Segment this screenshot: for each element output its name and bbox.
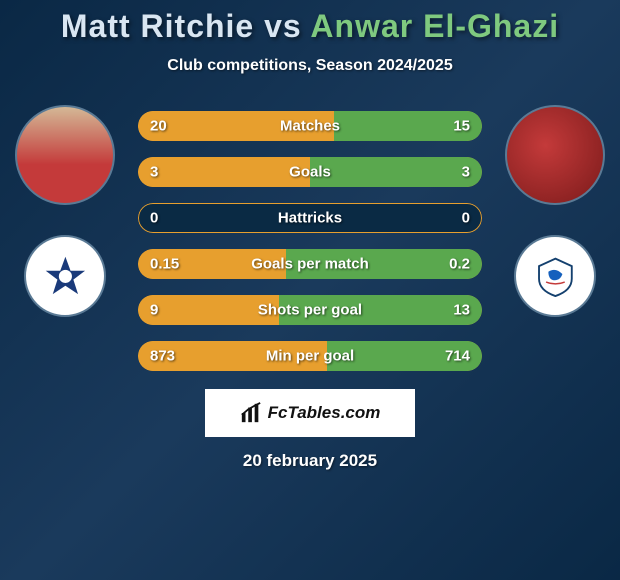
title-player2: Anwar El-Ghazi	[310, 8, 559, 44]
stat-value-left: 0	[150, 210, 158, 227]
stat-label: Min per goal	[266, 348, 354, 365]
stat-value-right: 3	[462, 164, 470, 181]
date-text: 20 february 2025	[243, 451, 377, 471]
title-player1: Matt Ritchie	[61, 8, 254, 44]
club-badge-icon	[532, 253, 579, 300]
club-badge-icon	[42, 253, 89, 300]
stat-label: Goals	[289, 164, 331, 181]
stat-label: Matches	[280, 118, 340, 135]
title: Matt Ritchie vs Anwar El-Ghazi	[61, 8, 559, 45]
stat-row: 0.15 0.2 Goals per match	[138, 249, 482, 279]
stat-bar-right	[310, 157, 482, 187]
left-column	[10, 105, 120, 317]
chart-icon	[240, 402, 262, 424]
player2-club-badge	[514, 235, 596, 317]
stat-label: Goals per match	[251, 256, 369, 273]
stat-row: 20 15 Matches	[138, 111, 482, 141]
stat-value-left: 9	[150, 302, 158, 319]
stat-label: Shots per goal	[258, 302, 362, 319]
stat-value-left: 0.15	[150, 256, 179, 273]
right-column	[500, 105, 610, 317]
player1-avatar	[15, 105, 115, 205]
stat-label: Hattricks	[278, 210, 342, 227]
branding-text: FcTables.com	[268, 403, 381, 423]
title-vs: vs	[264, 8, 302, 44]
player1-club-badge	[24, 235, 106, 317]
stat-row: 873 714 Min per goal	[138, 341, 482, 371]
branding-badge: FcTables.com	[205, 389, 415, 437]
stat-value-right: 0.2	[449, 256, 470, 273]
stat-row: 0 0 Hattricks	[138, 203, 482, 233]
stats-wrap: 20 15 Matches 3 3 Goals 0 0 Hattricks 0.15 0.2 Goal…	[0, 105, 620, 371]
stat-value-right: 13	[453, 302, 470, 319]
player2-avatar	[505, 105, 605, 205]
comparison-card: Matt Ritchie vs Anwar El-Ghazi Club comp…	[0, 0, 620, 580]
subtitle: Club competitions, Season 2024/2025	[167, 57, 452, 75]
stat-value-right: 15	[453, 118, 470, 135]
stat-row: 3 3 Goals	[138, 157, 482, 187]
stat-value-left: 20	[150, 118, 167, 135]
stat-row: 9 13 Shots per goal	[138, 295, 482, 325]
stat-value-right: 0	[462, 210, 470, 227]
stat-value-left: 873	[150, 348, 175, 365]
stat-value-left: 3	[150, 164, 158, 181]
stat-bars: 20 15 Matches 3 3 Goals 0 0 Hattricks 0.15 0.2 Goal…	[120, 105, 500, 371]
stat-value-right: 714	[445, 348, 470, 365]
stat-bar-left	[138, 157, 310, 187]
